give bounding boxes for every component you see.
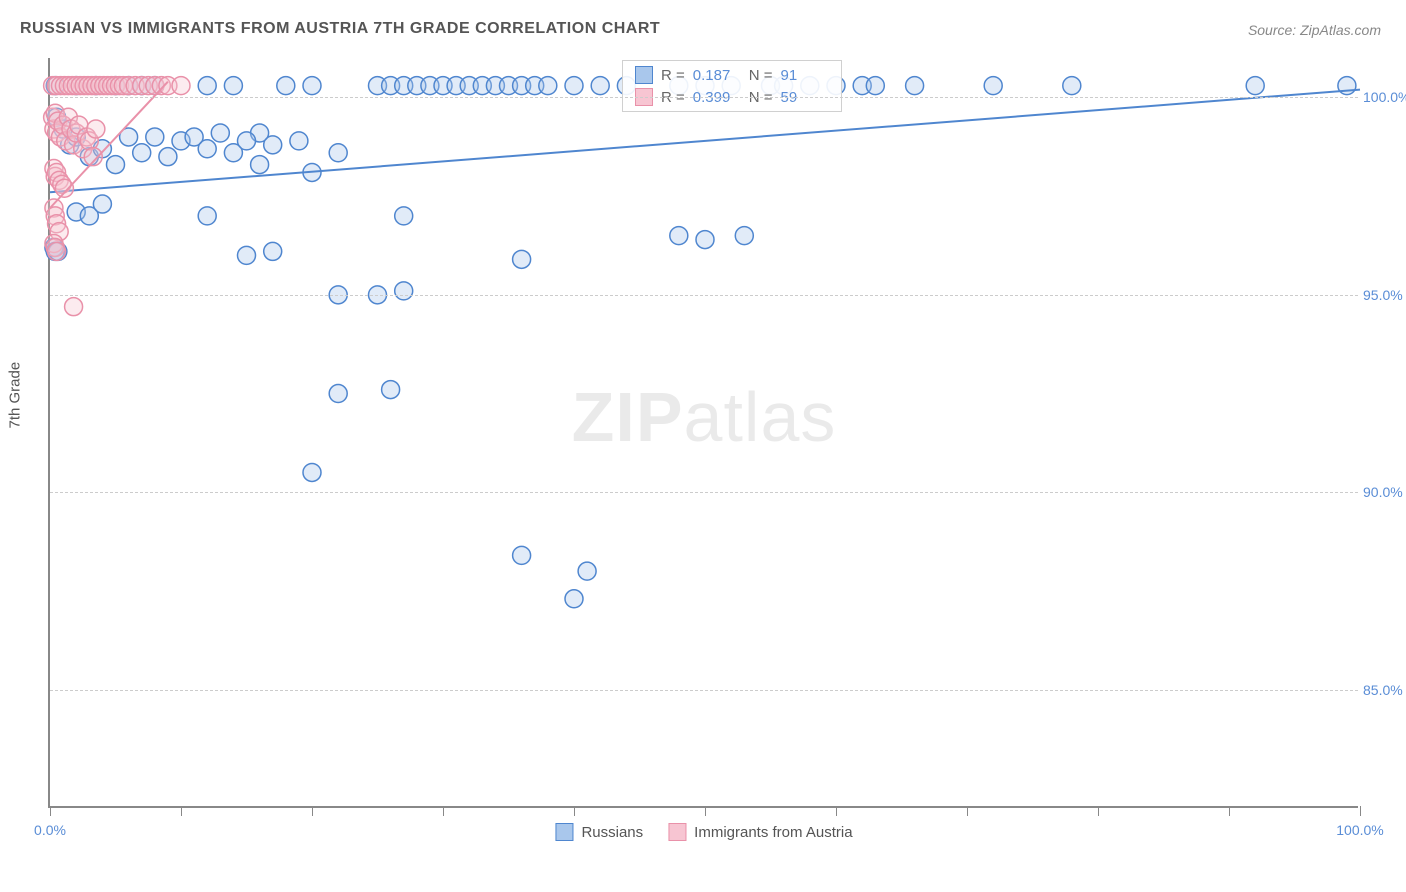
gridline-horizontal bbox=[50, 492, 1358, 493]
x-tick bbox=[181, 806, 182, 816]
y-tick-label: 95.0% bbox=[1363, 287, 1406, 303]
x-tick-label: 0.0% bbox=[34, 822, 66, 838]
scatter-point bbox=[303, 463, 321, 481]
y-tick-label: 100.0% bbox=[1363, 89, 1406, 105]
scatter-point bbox=[696, 231, 714, 249]
stat-n-label: N = bbox=[749, 67, 773, 84]
x-tick bbox=[1229, 806, 1230, 816]
scatter-point bbox=[48, 242, 66, 260]
scatter-point bbox=[55, 179, 73, 197]
scatter-point bbox=[277, 77, 295, 95]
scatter-point bbox=[591, 77, 609, 95]
x-tick bbox=[705, 806, 706, 816]
scatter-point bbox=[264, 242, 282, 260]
scatter-point bbox=[198, 77, 216, 95]
scatter-point bbox=[224, 77, 242, 95]
scatter-point bbox=[382, 381, 400, 399]
scatter-point bbox=[735, 227, 753, 245]
scatter-point bbox=[146, 128, 164, 146]
stat-r-value: 0.187 bbox=[693, 67, 741, 84]
scatter-point bbox=[87, 120, 105, 138]
chart-title: RUSSIAN VS IMMIGRANTS FROM AUSTRIA 7TH G… bbox=[20, 20, 660, 38]
stat-r-label: R = bbox=[661, 67, 685, 84]
x-tick bbox=[50, 806, 51, 816]
scatter-point bbox=[866, 77, 884, 95]
scatter-point bbox=[513, 250, 531, 268]
x-tick-label: 100.0% bbox=[1336, 822, 1383, 838]
x-tick bbox=[1098, 806, 1099, 816]
legend-label: Russians bbox=[581, 824, 643, 841]
scatter-point bbox=[198, 140, 216, 158]
scatter-point bbox=[395, 282, 413, 300]
x-tick bbox=[443, 806, 444, 816]
scatter-point bbox=[290, 132, 308, 150]
stats-row: R = 0.187 N = 91 bbox=[623, 64, 841, 86]
x-tick bbox=[967, 806, 968, 816]
gridline-horizontal bbox=[50, 690, 1358, 691]
legend-swatch bbox=[668, 823, 686, 841]
scatter-point bbox=[1246, 77, 1264, 95]
scatter-point bbox=[107, 156, 125, 174]
y-tick-label: 90.0% bbox=[1363, 484, 1406, 500]
y-tick-label: 85.0% bbox=[1363, 682, 1406, 698]
scatter-point bbox=[211, 124, 229, 142]
x-tick bbox=[836, 806, 837, 816]
scatter-point bbox=[539, 77, 557, 95]
gridline-horizontal bbox=[50, 295, 1358, 296]
scatter-point bbox=[251, 156, 269, 174]
scatter-point bbox=[172, 77, 190, 95]
chart-plot-area: ZIPatlas R =0.187N =91R =0.399N =59 Russ… bbox=[48, 58, 1358, 808]
scatter-point bbox=[578, 562, 596, 580]
scatter-point bbox=[565, 77, 583, 95]
gridline-horizontal bbox=[50, 97, 1358, 98]
scatter-svg bbox=[50, 58, 1358, 806]
scatter-point bbox=[264, 136, 282, 154]
x-tick bbox=[574, 806, 575, 816]
stat-n-value: 91 bbox=[781, 67, 829, 84]
scatter-point bbox=[1063, 77, 1081, 95]
scatter-point bbox=[906, 77, 924, 95]
scatter-point bbox=[329, 144, 347, 162]
scatter-point bbox=[565, 590, 583, 608]
chart-legend: Russians Immigrants from Austria bbox=[555, 823, 852, 841]
scatter-point bbox=[198, 207, 216, 225]
legend-item: Immigrants from Austria bbox=[668, 823, 852, 841]
legend-label: Immigrants from Austria bbox=[694, 824, 852, 841]
scatter-point bbox=[159, 148, 177, 166]
scatter-point bbox=[133, 144, 151, 162]
scatter-point bbox=[65, 298, 83, 316]
scatter-point bbox=[984, 77, 1002, 95]
scatter-point bbox=[395, 207, 413, 225]
scatter-point bbox=[238, 246, 256, 264]
scatter-point bbox=[303, 77, 321, 95]
legend-item: Russians bbox=[555, 823, 643, 841]
scatter-point bbox=[238, 132, 256, 150]
scatter-point bbox=[329, 385, 347, 403]
source-attribution: Source: ZipAtlas.com bbox=[1248, 22, 1381, 38]
correlation-stats-box: R =0.187N =91R =0.399N =59 bbox=[622, 60, 842, 112]
scatter-point bbox=[93, 195, 111, 213]
x-tick bbox=[312, 806, 313, 816]
y-axis-label: 7th Grade bbox=[7, 362, 24, 429]
scatter-point bbox=[513, 546, 531, 564]
legend-swatch bbox=[555, 823, 573, 841]
series-swatch bbox=[635, 66, 653, 84]
scatter-point bbox=[670, 227, 688, 245]
x-tick bbox=[1360, 806, 1361, 816]
